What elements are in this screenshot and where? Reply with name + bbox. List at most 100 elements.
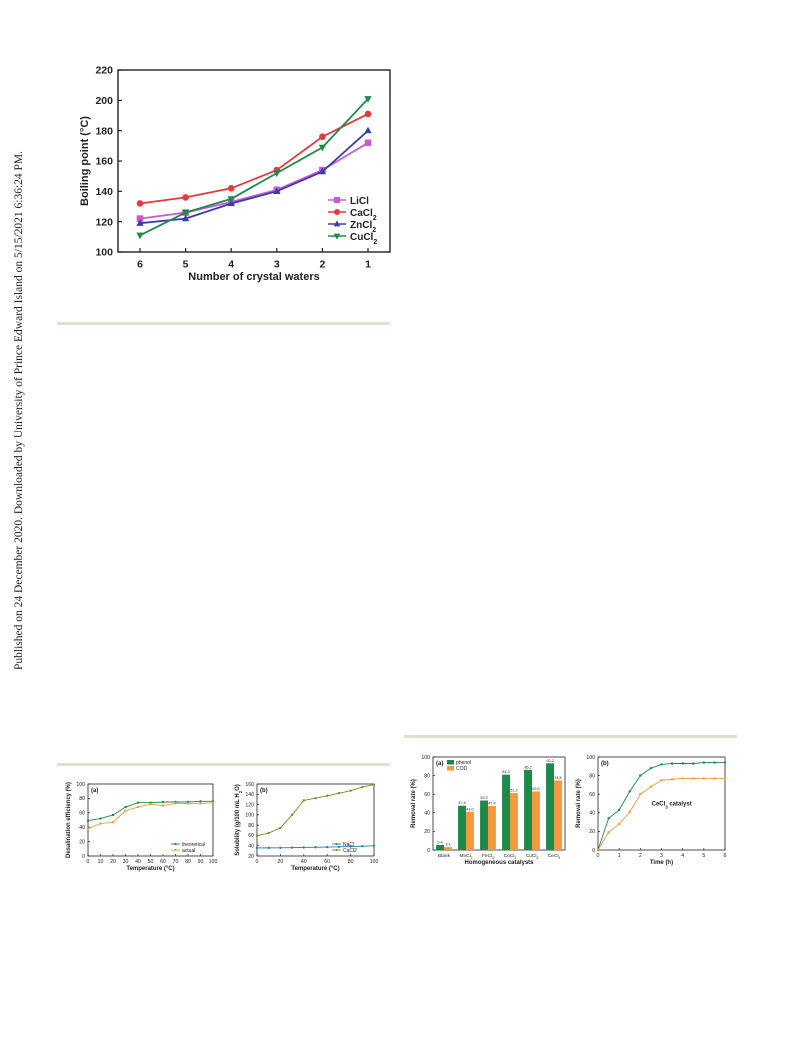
legend-marker	[335, 848, 338, 852]
data-point	[702, 777, 706, 780]
x-tick-label: 1	[365, 259, 371, 271]
y-tick-label: 160	[95, 156, 113, 168]
data-point	[713, 761, 716, 764]
data-point	[723, 761, 727, 764]
x-axis-label: Time (h)	[650, 860, 673, 866]
x-tick-label: 100	[209, 859, 218, 865]
data-point	[364, 139, 372, 147]
x-tick-label: 90	[198, 859, 204, 865]
data-point	[211, 801, 215, 804]
bar	[554, 780, 562, 850]
section-divider	[404, 735, 737, 738]
bar	[502, 774, 510, 850]
data-point	[149, 802, 152, 806]
data-point	[181, 209, 190, 217]
panel-label: (b)	[260, 788, 268, 794]
data-label: 81.0	[502, 770, 509, 774]
x-tick-label: 4	[228, 259, 234, 271]
y-axis-label: Boiling point (°C)	[79, 116, 91, 206]
data-point	[136, 200, 144, 207]
data-point	[314, 846, 317, 849]
series-line	[139, 113, 369, 205]
x-tick-label: 40	[301, 859, 307, 865]
data-point	[136, 232, 144, 240]
data-point	[86, 827, 90, 830]
data-point	[290, 846, 294, 849]
legend-marker	[333, 233, 341, 240]
data-point	[649, 766, 653, 770]
data-point	[649, 785, 653, 788]
series-line	[597, 777, 725, 851]
data-label: 5.4	[437, 840, 442, 844]
panel-label: (b)	[601, 761, 609, 767]
x-tick-label: CoCl2	[504, 853, 517, 860]
y-tick-label: 80	[589, 773, 595, 779]
y-tick-label: 80	[79, 796, 85, 802]
data-point	[182, 194, 189, 201]
legend-label: LiCl	[350, 196, 369, 207]
data-point	[161, 804, 165, 807]
data-label: 3.1	[445, 843, 450, 847]
desalination-efficiency-chart: 0 20 40 60 80 100 0 10 20 30 40 50 60 70 80 90 100 Temper…	[66, 782, 218, 872]
data-point	[349, 845, 352, 848]
x-tick-label: 2	[639, 853, 642, 859]
x-tick-label: 70	[173, 859, 179, 865]
data-label: 86.2	[524, 765, 531, 769]
y-axis-label: Removal rate (%)	[576, 779, 582, 828]
data-point	[670, 778, 674, 781]
data-point	[318, 167, 327, 175]
data-label: 47.4	[488, 801, 495, 805]
data-point	[372, 844, 376, 848]
y-tick-label: 100	[421, 755, 430, 761]
y-tick-label: 60	[589, 792, 595, 798]
y-tick-label: 220	[95, 65, 113, 77]
data-point	[596, 848, 600, 852]
x-tick-label: 2	[319, 259, 325, 271]
y-tick-label: 20	[589, 829, 595, 835]
x-tick-label: FeCl3	[482, 853, 494, 860]
x-tick-label: CuCl2	[526, 853, 539, 860]
y-tick-label: 160	[245, 782, 254, 788]
data-point	[267, 831, 270, 835]
legend-marker	[334, 197, 340, 203]
bar	[458, 805, 466, 850]
y-axis-label: Desalination efficiency (%)	[66, 782, 72, 858]
y-tick-label: 120	[95, 216, 113, 228]
data-point	[302, 799, 305, 802]
section-divider	[57, 322, 390, 325]
y-tick-label: 20	[248, 854, 254, 860]
legend-swatch	[447, 766, 454, 771]
x-tick-label: CeCl3	[548, 853, 561, 860]
legend-marker	[174, 848, 177, 852]
data-point	[136, 219, 144, 226]
data-point	[273, 170, 281, 178]
y-tick-label: 0	[592, 848, 595, 854]
data-point	[364, 126, 372, 134]
y-tick-label: 40	[248, 844, 254, 850]
data-point	[326, 794, 329, 798]
data-point	[692, 762, 695, 765]
data-point	[255, 846, 259, 850]
x-tick-label: 10	[98, 859, 104, 865]
legend-marker	[333, 220, 341, 227]
data-point	[227, 196, 235, 203]
panel-label: (a)	[91, 788, 98, 794]
legend-marker	[335, 842, 338, 846]
data-label: 93.2	[546, 759, 553, 763]
data-point	[279, 846, 282, 849]
data-point	[174, 802, 177, 805]
data-point	[318, 144, 327, 152]
data-point	[199, 800, 202, 803]
data-point	[199, 802, 202, 805]
bar	[436, 844, 444, 850]
bar	[466, 811, 474, 850]
data-point	[639, 793, 642, 796]
x-tick-label: 0	[256, 859, 259, 865]
legend-label: ZnCl2	[350, 220, 376, 234]
y-tick-label: 100	[245, 813, 254, 819]
data-label: 63.0	[532, 787, 539, 791]
data-point	[364, 110, 372, 118]
y-tick-label: 140	[95, 186, 113, 198]
bar	[510, 793, 518, 850]
bar	[488, 805, 496, 850]
